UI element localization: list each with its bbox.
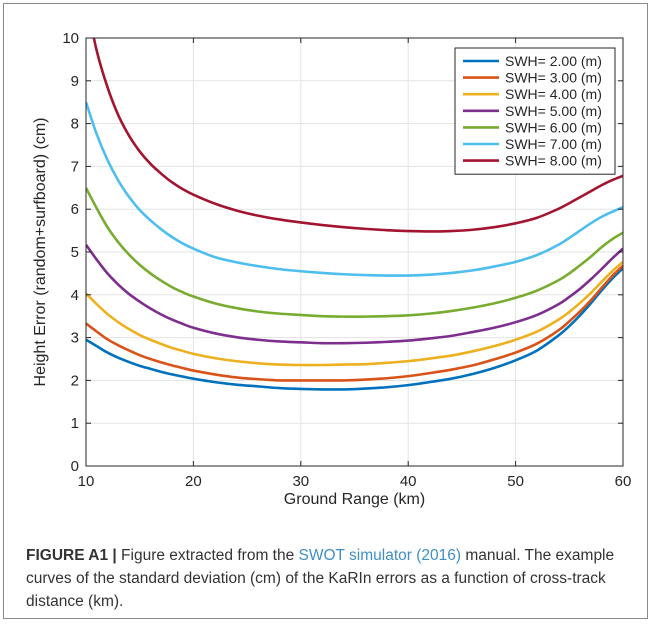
x-tick-label: 50	[507, 473, 524, 490]
x-tick-label: 20	[185, 473, 202, 490]
legend-entry: SWH= 5.00 (m)	[505, 103, 602, 119]
x-tick-label: 10	[78, 473, 95, 490]
figure-caption: FIGURE A1 | Figure extracted from the SW…	[26, 544, 631, 613]
series-line-2	[86, 264, 623, 382]
y-tick-label: 7	[71, 158, 79, 175]
legend-entry: SWH= 3.00 (m)	[505, 70, 602, 86]
y-tick-label: 2	[71, 372, 79, 389]
y-axis-label: Height Error (random+surfboard) (cm)	[32, 118, 49, 387]
y-tick-label: 9	[71, 73, 79, 90]
y-tick-label: 0	[71, 458, 79, 475]
x-tick-label: 60	[615, 473, 632, 490]
legend-entry: SWH= 7.00 (m)	[505, 136, 602, 152]
y-tick-label: 10	[62, 30, 79, 47]
figure-frame: 10 20 30 40 50 60 0 1 2 3 4 5 6 7 8 9 10 Ground Range (k…	[3, 3, 648, 619]
y-tick-label: 5	[71, 244, 79, 261]
x-tick-label: 40	[400, 473, 417, 490]
figure-label: FIGURE A1 |	[26, 547, 117, 564]
legend-entry: SWH= 4.00 (m)	[505, 86, 602, 102]
line-chart: 10 20 30 40 50 60 0 1 2 3 4 5 6 7 8 9 10 Ground Range (k…	[32, 30, 631, 508]
x-tick-label: 30	[292, 473, 309, 490]
y-tick-label: 4	[71, 287, 79, 304]
series-line-1	[86, 267, 623, 391]
y-tick-label: 3	[71, 330, 79, 347]
series-line-6	[86, 101, 623, 277]
x-axis-label: Ground Range (km)	[284, 491, 425, 508]
caption-text-after: manual. The example curves of the standa…	[26, 547, 615, 610]
legend-entry: SWH= 6.00 (m)	[505, 119, 602, 135]
y-tick-label: 8	[71, 116, 79, 133]
caption-reference-link[interactable]: SWOT simulator (2016)	[298, 547, 462, 564]
series-line-3	[86, 260, 623, 367]
y-tick-label: 1	[71, 415, 79, 432]
legend: SWH= 2.00 (m)SWH= 3.00 (m)SWH= 4.00 (m)S…	[454, 47, 616, 175]
grid-lines	[85, 37, 624, 467]
series-line-7	[92, 38, 623, 233]
legend-entry: SWH= 2.00 (m)	[505, 53, 602, 69]
y-tick-label: 6	[71, 201, 79, 218]
caption-text-before: Figure extracted from the	[116, 547, 299, 564]
axis-ticks: 10 20 30 40 50 60 0 1 2 3 4 5 6 7 8 9 10	[62, 30, 631, 490]
series-line-4	[86, 243, 623, 345]
series-line-5	[86, 187, 623, 318]
legend-entry: SWH= 8.00 (m)	[505, 153, 602, 169]
series-lines	[86, 38, 623, 391]
